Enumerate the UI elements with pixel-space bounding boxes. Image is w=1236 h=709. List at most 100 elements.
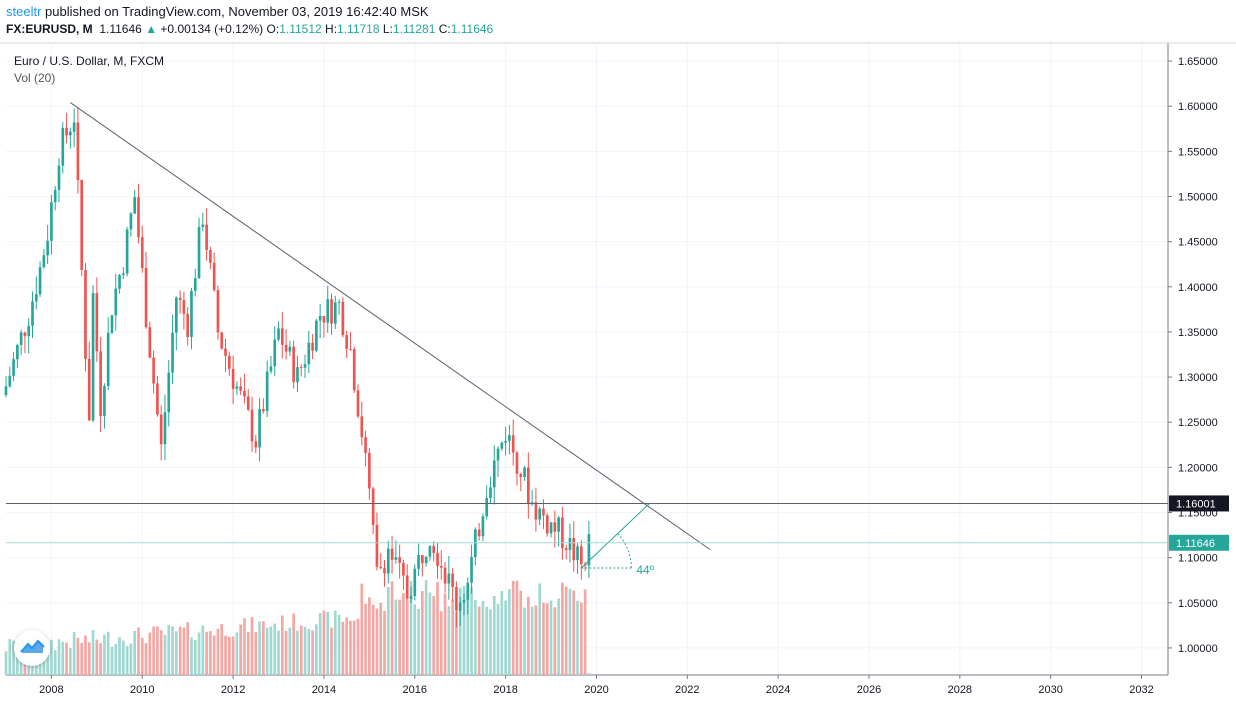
y-tick-label: 1.40000 bbox=[1178, 282, 1218, 294]
candle-body bbox=[364, 437, 367, 453]
y-tick-label: 1.10000 bbox=[1178, 553, 1218, 565]
candle-body bbox=[175, 297, 178, 333]
open-value: 1.11512 bbox=[279, 22, 322, 36]
y-tick-label: 1.35000 bbox=[1178, 327, 1218, 339]
candle-body bbox=[269, 366, 273, 372]
volume-bar bbox=[364, 603, 367, 675]
candle-body bbox=[65, 127, 68, 136]
volume-bar bbox=[530, 606, 534, 675]
candle-body bbox=[23, 332, 27, 337]
author-link[interactable]: steeltr bbox=[6, 4, 42, 19]
volume-bar bbox=[515, 580, 519, 675]
volume-bar bbox=[156, 626, 159, 675]
last-price-label: 1.11646 bbox=[1176, 538, 1215, 550]
volume-bar bbox=[579, 602, 583, 675]
volume-bar bbox=[481, 601, 485, 675]
candle-body bbox=[159, 414, 163, 445]
candle-body bbox=[38, 267, 42, 295]
volume-bar bbox=[504, 600, 507, 675]
x-tick-label: 2014 bbox=[312, 684, 336, 696]
volume-bar bbox=[413, 604, 417, 675]
candle-body bbox=[462, 599, 466, 603]
x-tick-label: 2032 bbox=[1129, 684, 1153, 696]
volume-bar bbox=[428, 592, 432, 675]
volume-bar bbox=[500, 591, 504, 675]
candle-body bbox=[296, 367, 299, 383]
candle-body bbox=[246, 396, 250, 410]
candle-body bbox=[553, 522, 557, 532]
candle-body bbox=[519, 473, 523, 478]
candle-body bbox=[504, 440, 507, 443]
candle-body bbox=[292, 346, 295, 383]
candle-body bbox=[587, 534, 591, 566]
volume-bar bbox=[246, 631, 250, 675]
candle-body bbox=[239, 386, 242, 391]
volume-bar bbox=[474, 599, 477, 675]
volume-bar bbox=[258, 621, 261, 675]
candle-body bbox=[561, 517, 564, 549]
volume-bar bbox=[216, 628, 220, 675]
candle-body bbox=[224, 348, 227, 356]
candle-body bbox=[477, 529, 481, 537]
price-change: +0.00134 (+0.12%) bbox=[160, 22, 264, 36]
volume-bar bbox=[492, 595, 496, 675]
volume-bar bbox=[137, 627, 140, 675]
candle-body bbox=[148, 327, 152, 358]
y-tick-label: 1.65000 bbox=[1178, 56, 1218, 68]
candles bbox=[4, 106, 591, 628]
volume-bar bbox=[76, 637, 80, 675]
candle-body bbox=[549, 522, 553, 534]
candle-body bbox=[140, 237, 144, 268]
candle-body bbox=[352, 349, 356, 391]
volume-bar bbox=[148, 632, 152, 675]
volume-bar bbox=[46, 648, 49, 675]
volume-bar bbox=[224, 635, 227, 675]
candle-body bbox=[72, 122, 76, 132]
candle-body bbox=[394, 557, 398, 560]
candle-body bbox=[542, 508, 545, 516]
volume-bar bbox=[542, 602, 545, 675]
symbol-label: FX:EURUSD, M bbox=[6, 22, 93, 36]
volume-bar bbox=[511, 580, 515, 675]
candle-body bbox=[481, 516, 485, 537]
y-tick-label: 1.05000 bbox=[1178, 598, 1218, 610]
candle-body bbox=[489, 487, 492, 498]
volume-bar bbox=[95, 639, 99, 675]
candle-body bbox=[201, 224, 205, 228]
candle-body bbox=[409, 596, 413, 599]
symbol-info: FX:EURUSD, M 1.11646 ▲ +0.00134 (+0.12%)… bbox=[6, 22, 493, 36]
low-label: L: bbox=[382, 22, 393, 36]
volume-bar bbox=[182, 627, 186, 675]
volume-bar bbox=[455, 611, 458, 675]
candle-body bbox=[250, 409, 254, 442]
candle-body bbox=[227, 355, 231, 369]
volume-bar bbox=[254, 632, 258, 675]
volume-bar bbox=[201, 625, 205, 675]
volume-bar bbox=[16, 650, 19, 675]
candle-body bbox=[178, 297, 182, 301]
volume-legend: Vol (20) bbox=[14, 71, 56, 85]
candle-body bbox=[193, 278, 197, 291]
candle-body bbox=[284, 344, 288, 352]
x-tick-label: 2024 bbox=[766, 684, 790, 696]
candle-body bbox=[413, 568, 417, 597]
volume-bar bbox=[451, 599, 454, 675]
x-tick-label: 2018 bbox=[493, 684, 517, 696]
plot-area bbox=[6, 43, 1168, 675]
volume-bar bbox=[103, 634, 106, 675]
volume-bar bbox=[122, 640, 125, 675]
volume-bar bbox=[470, 586, 473, 675]
candle-body bbox=[167, 372, 171, 413]
volume-bar bbox=[432, 596, 436, 675]
candle-body bbox=[447, 573, 451, 584]
angle-line bbox=[580, 503, 650, 569]
x-tick-label: 2012 bbox=[221, 684, 245, 696]
volume-bar bbox=[447, 606, 451, 675]
volume-bar bbox=[61, 641, 65, 675]
x-tick-label: 2026 bbox=[857, 684, 881, 696]
volume-bar bbox=[527, 596, 530, 675]
candle-body bbox=[337, 301, 341, 303]
candle-body bbox=[133, 197, 137, 214]
y-tick-label: 1.20000 bbox=[1178, 462, 1218, 474]
